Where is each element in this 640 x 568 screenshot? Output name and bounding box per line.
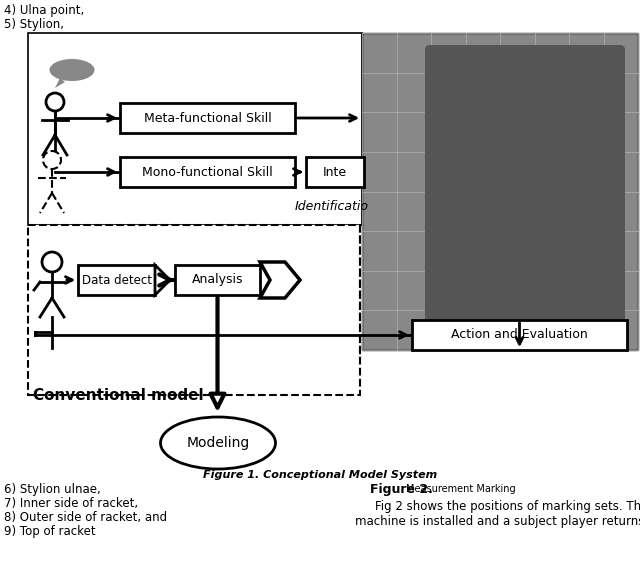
Bar bbox=[175, 265, 260, 295]
Text: 7) Inner side of racket,: 7) Inner side of racket, bbox=[4, 497, 138, 510]
Text: Modeling: Modeling bbox=[186, 436, 250, 450]
Bar bbox=[78, 265, 155, 295]
Bar bbox=[120, 157, 295, 187]
Text: Figure 2.: Figure 2. bbox=[370, 483, 433, 496]
Text: Mono-functional Skill: Mono-functional Skill bbox=[142, 165, 273, 178]
Bar bbox=[120, 103, 295, 133]
Circle shape bbox=[43, 151, 61, 169]
Polygon shape bbox=[155, 265, 170, 295]
Text: 8) Outer side of racket, and: 8) Outer side of racket, and bbox=[4, 511, 167, 524]
Ellipse shape bbox=[161, 417, 275, 469]
Text: Inte: Inte bbox=[323, 165, 347, 178]
Text: 5) Stylion,: 5) Stylion, bbox=[4, 18, 64, 31]
Bar bbox=[28, 33, 362, 225]
Polygon shape bbox=[55, 78, 65, 88]
Text: machine is installed and a subject player returns the delivered: machine is installed and a subject playe… bbox=[355, 515, 640, 528]
Text: 6) Stylion ulnae,: 6) Stylion ulnae, bbox=[4, 483, 100, 496]
Text: Analysis: Analysis bbox=[192, 274, 243, 286]
Bar bbox=[412, 320, 627, 350]
Bar bbox=[306, 157, 364, 187]
Text: Measurement Marking: Measurement Marking bbox=[406, 484, 516, 494]
Ellipse shape bbox=[49, 59, 95, 81]
Circle shape bbox=[46, 93, 64, 111]
Text: Figure 1. Conceptional Model System: Figure 1. Conceptional Model System bbox=[203, 470, 437, 480]
Text: Identificatio: Identificatio bbox=[295, 200, 369, 213]
Text: Conventional model: Conventional model bbox=[33, 388, 204, 403]
Text: 9) Top of racket: 9) Top of racket bbox=[4, 525, 95, 538]
FancyBboxPatch shape bbox=[425, 45, 625, 335]
Text: Data detect: Data detect bbox=[81, 274, 152, 286]
Text: Action and Evaluation: Action and Evaluation bbox=[451, 328, 588, 341]
Text: Meta-functional Skill: Meta-functional Skill bbox=[143, 111, 271, 124]
Text: Fig 2 shows the positions of marking sets. The ball delivery: Fig 2 shows the positions of marking set… bbox=[375, 500, 640, 513]
Text: 4) Ulna point,: 4) Ulna point, bbox=[4, 4, 84, 17]
Bar bbox=[362, 33, 638, 350]
Bar bbox=[28, 225, 360, 395]
Circle shape bbox=[42, 252, 62, 272]
Polygon shape bbox=[260, 262, 300, 298]
